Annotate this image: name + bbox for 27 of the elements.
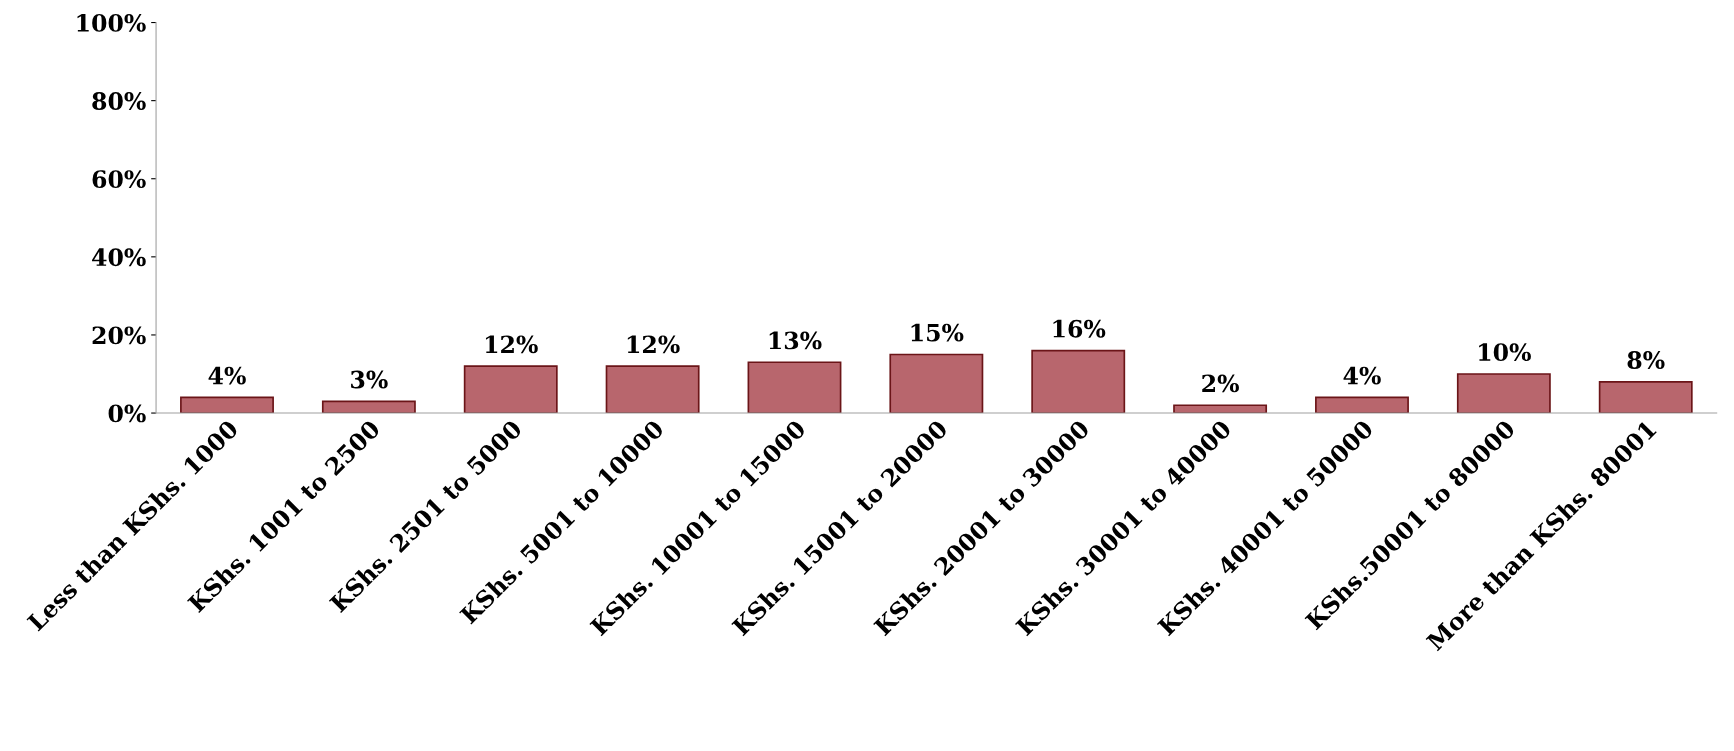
- bar: [1031, 349, 1126, 414]
- data-label: 15%: [911, 323, 964, 342]
- data-label: 3%: [351, 370, 388, 389]
- bar: [1598, 380, 1693, 414]
- data-label: 2%: [1202, 374, 1239, 393]
- data-label: 4%: [208, 366, 246, 385]
- data-label: 8%: [1627, 351, 1665, 369]
- y-tick-label: 20%: [92, 326, 146, 345]
- data-label: 12%: [485, 335, 538, 354]
- bar: [747, 361, 842, 414]
- bar: [1315, 396, 1409, 414]
- y-tick-label: 60%: [92, 170, 146, 189]
- bar: [1173, 404, 1268, 414]
- data-label: 13%: [769, 331, 822, 350]
- y-tick-label: 100%: [77, 13, 146, 32]
- bar: [605, 365, 700, 414]
- bar: [180, 396, 274, 414]
- bar: [1456, 373, 1551, 414]
- y-tick-label: 0%: [108, 404, 146, 423]
- bar: [889, 353, 984, 414]
- data-label: 16%: [1053, 319, 1106, 338]
- y-tick-label: 40%: [92, 248, 146, 267]
- data-label: 12%: [627, 335, 680, 354]
- data-label: 10%: [1479, 343, 1531, 362]
- y-tick-label: 80%: [92, 92, 146, 110]
- data-label: 4%: [1343, 366, 1381, 385]
- bar: [463, 365, 558, 414]
